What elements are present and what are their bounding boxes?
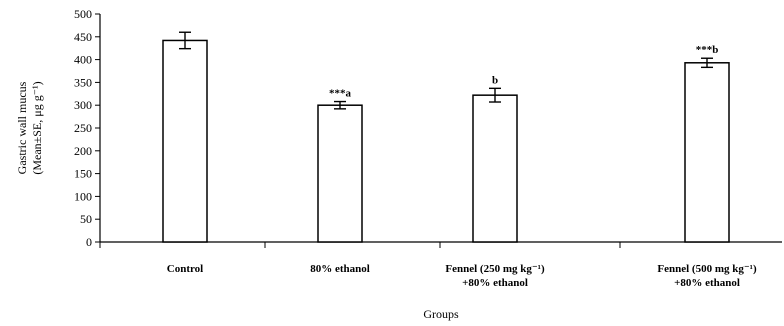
x-axis-title: Groups (423, 307, 459, 321)
y-axis-title: Gastric wall mucus (Mean±SE, μg g⁻¹) (15, 81, 44, 174)
x-tick-label: Control (167, 263, 203, 275)
y-axis-title-line: Gastric wall mucus (15, 81, 29, 174)
y-tick-label: 350 (74, 75, 92, 89)
x-tick-label: Fennel (250 mg kg⁻¹) (445, 263, 545, 275)
y-tick-label: 500 (74, 7, 92, 21)
y-tick-label: 150 (74, 167, 92, 181)
y-axis: 0 50 100 150 200 250 300 350 400 450 500 (74, 7, 101, 249)
y-axis-title-line: (Mean±SE, μg g⁻¹) (30, 81, 44, 174)
y-tick-label: 0 (86, 235, 92, 249)
bar (472, 94, 518, 243)
bar (317, 104, 363, 243)
bar (684, 62, 730, 243)
x-tick-label: Fennel (500 mg kg⁻¹) (657, 263, 757, 275)
y-tick-label: 200 (74, 144, 92, 158)
x-tick-label: 80% ethanol (310, 263, 370, 275)
x-tick-label: +80% ethanol (462, 277, 528, 289)
significance-label: ***a (329, 88, 352, 100)
y-tick-label: 400 (74, 53, 92, 67)
bar (162, 39, 208, 243)
y-tick-label: 100 (74, 189, 92, 203)
y-tick-label: 450 (74, 30, 92, 44)
y-tick-label: 250 (74, 121, 92, 135)
y-tick-label: 300 (74, 98, 92, 112)
x-axis: Control 80% ethanol Fennel (250 mg kg⁻¹) +8… (99, 241, 782, 289)
y-tick-label: 50 (80, 212, 92, 226)
significance-label: ***b (696, 44, 719, 56)
significance-label: b (492, 74, 498, 86)
x-tick-label: +80% ethanol (674, 277, 740, 289)
bars: ***a b ***b (162, 31, 730, 243)
